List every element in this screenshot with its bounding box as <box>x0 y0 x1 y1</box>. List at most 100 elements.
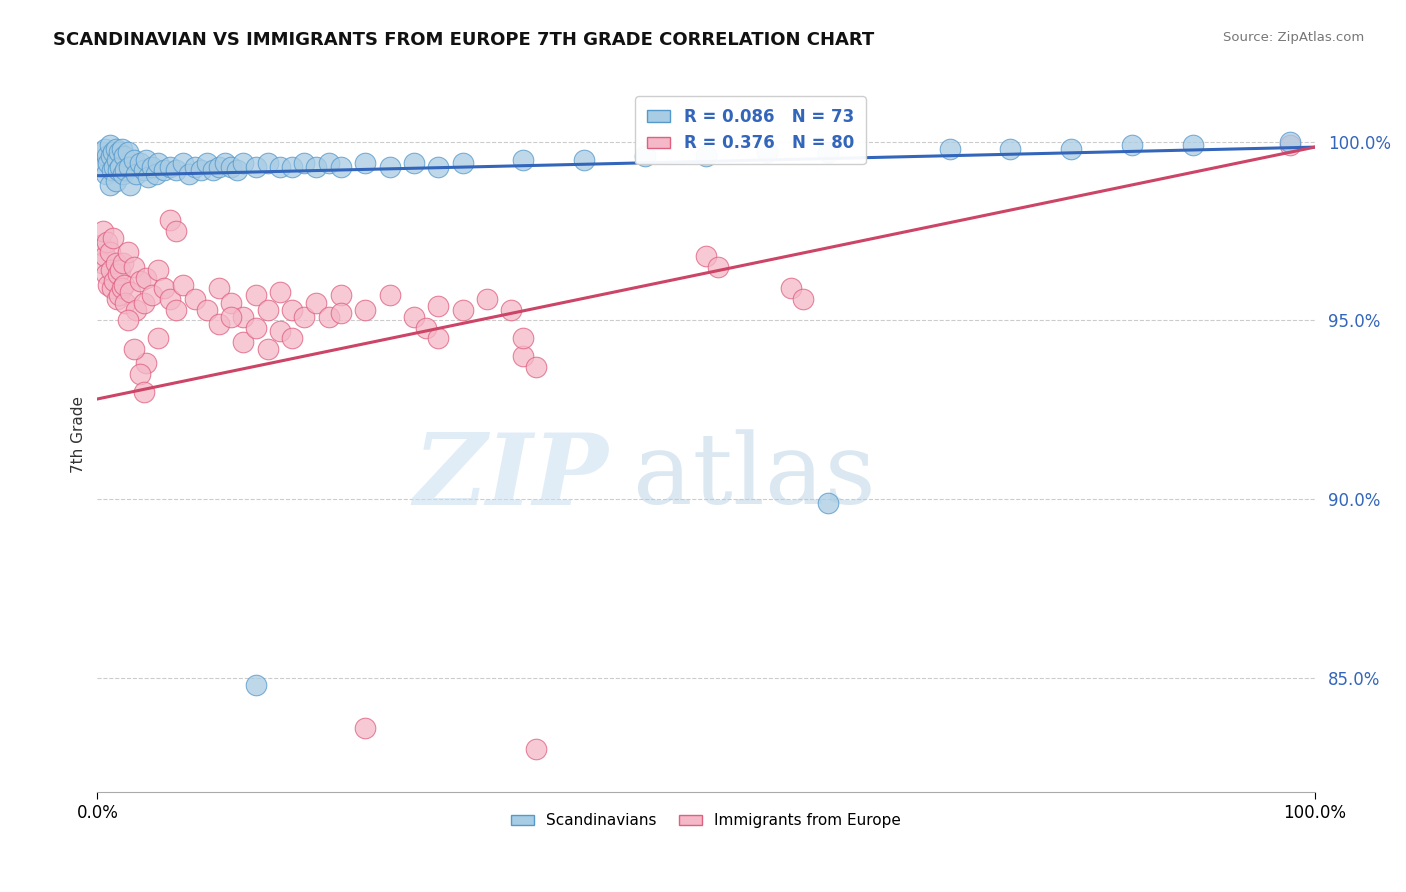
Point <box>354 302 377 317</box>
Point <box>305 160 328 174</box>
Point <box>695 249 717 263</box>
Point <box>354 156 377 170</box>
Point <box>96 149 118 163</box>
Point <box>100 263 122 277</box>
Point <box>94 167 117 181</box>
Point <box>104 142 127 156</box>
Point <box>103 274 125 288</box>
Point <box>104 256 127 270</box>
Point <box>269 324 291 338</box>
Point <box>256 342 278 356</box>
Point <box>132 295 155 310</box>
Point <box>354 721 377 735</box>
Point <box>97 277 120 292</box>
Point <box>129 274 152 288</box>
Point <box>415 320 437 334</box>
Point <box>329 288 352 302</box>
Point <box>184 292 207 306</box>
Legend: Scandinavians, Immigrants from Europe: Scandinavians, Immigrants from Europe <box>505 807 907 834</box>
Point <box>91 145 114 160</box>
Point <box>117 145 139 160</box>
Point <box>524 742 547 756</box>
Point <box>318 156 340 170</box>
Point <box>108 145 131 160</box>
Point <box>219 295 242 310</box>
Text: Source: ZipAtlas.com: Source: ZipAtlas.com <box>1223 31 1364 45</box>
Point <box>1279 138 1302 153</box>
Point <box>120 178 142 192</box>
Point <box>318 310 340 324</box>
Point <box>125 167 148 181</box>
Point <box>166 302 188 317</box>
Point <box>512 331 534 345</box>
Point <box>1279 135 1302 149</box>
Point <box>111 142 134 156</box>
Point <box>281 160 304 174</box>
Text: atlas: atlas <box>633 430 876 525</box>
Point <box>122 260 145 274</box>
Point <box>208 160 231 174</box>
Point <box>281 331 304 345</box>
Point <box>475 292 498 306</box>
Point <box>93 224 115 238</box>
Point <box>427 331 450 345</box>
Point <box>232 156 254 170</box>
Point <box>132 384 155 399</box>
Point <box>111 281 134 295</box>
Point <box>110 160 132 174</box>
Point <box>1000 142 1022 156</box>
Point <box>707 260 730 274</box>
Point <box>281 302 304 317</box>
Point <box>101 231 124 245</box>
Point <box>93 249 115 263</box>
Point <box>148 263 170 277</box>
Point <box>232 334 254 349</box>
Point <box>135 356 157 370</box>
Point <box>129 367 152 381</box>
Text: SCANDINAVIAN VS IMMIGRANTS FROM EUROPE 7TH GRADE CORRELATION CHART: SCANDINAVIAN VS IMMIGRANTS FROM EUROPE 7… <box>53 31 875 49</box>
Point <box>214 156 236 170</box>
Point <box>195 156 218 170</box>
Point <box>141 288 163 302</box>
Point <box>122 342 145 356</box>
Point <box>104 174 127 188</box>
Point <box>634 149 657 163</box>
Point <box>132 163 155 178</box>
Point <box>148 156 170 170</box>
Point <box>305 295 328 310</box>
Point <box>112 149 135 163</box>
Point <box>512 349 534 363</box>
Point <box>117 245 139 260</box>
Point <box>574 153 596 167</box>
Point <box>780 281 803 295</box>
Point <box>378 160 401 174</box>
Point <box>329 306 352 320</box>
Point <box>378 288 401 302</box>
Point <box>141 160 163 174</box>
Point <box>269 160 291 174</box>
Point <box>292 310 315 324</box>
Point <box>98 178 121 192</box>
Point <box>93 160 115 174</box>
Point <box>427 299 450 313</box>
Point <box>120 285 142 299</box>
Point <box>111 256 134 270</box>
Point <box>256 156 278 170</box>
Point <box>97 156 120 170</box>
Point <box>105 153 128 167</box>
Point <box>817 495 839 509</box>
Point <box>114 163 136 178</box>
Point <box>122 153 145 167</box>
Point <box>695 149 717 163</box>
Point <box>451 156 474 170</box>
Point <box>245 160 267 174</box>
Point <box>524 359 547 374</box>
Point <box>108 288 131 302</box>
Point <box>159 292 181 306</box>
Y-axis label: 7th Grade: 7th Grade <box>72 396 86 473</box>
Point <box>172 277 194 292</box>
Point <box>145 167 167 181</box>
Point <box>135 153 157 167</box>
Point <box>329 160 352 174</box>
Point <box>938 142 960 156</box>
